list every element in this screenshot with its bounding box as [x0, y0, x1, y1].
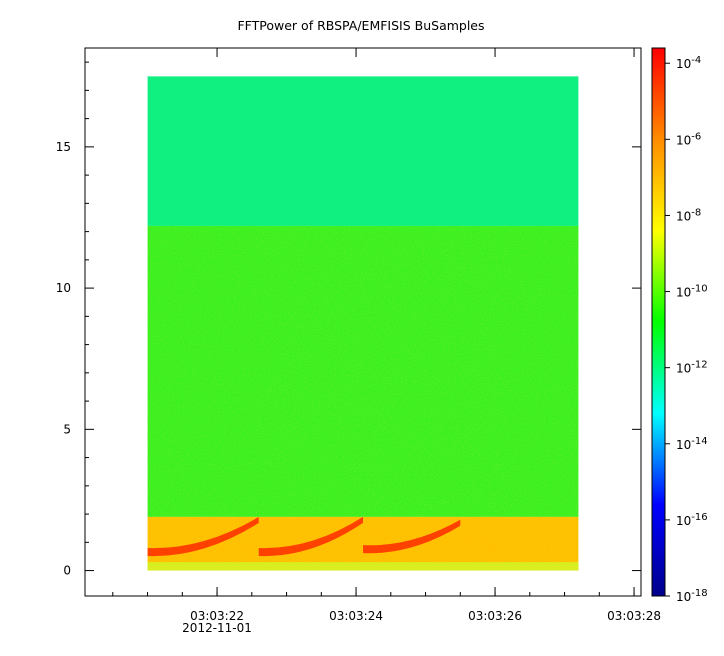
colorbar-tick-label-2: 10-8	[676, 207, 701, 223]
y-tick-label-0: 0	[63, 564, 71, 578]
x-tick-label-1: 03:03:24	[329, 609, 383, 623]
chorus-element-1	[258, 516, 363, 557]
chart-title: FFTPower of RBSPA/EMFISIS BuSamples	[237, 18, 484, 33]
colorbar-tick-label-4: 10-12	[676, 360, 708, 376]
chorus-element-0	[147, 516, 259, 557]
x-tick-label-3: 03:03:28	[607, 609, 661, 623]
colorbar-tick-label-0: 10-4	[676, 55, 701, 71]
spectrum-region-0	[147, 76, 579, 226]
colorbar-axis: 10-4 10-6 10-8 10-10 10-12 10-14 10-16 10-18	[665, 55, 708, 604]
noise-texture	[147, 225, 579, 571]
x-tick-label-2: 03:03:26	[468, 609, 522, 623]
colorbar-tick-label-1: 10-6	[676, 131, 701, 147]
y-tick-label-2: 10	[56, 281, 71, 295]
y-tick-label-3: 15	[56, 140, 71, 154]
x-date-label: 2012-11-01	[182, 621, 252, 635]
x-axis: 03:03:22 03:03:24 03:03:26 03:03:28 2012-11-…	[112, 48, 661, 635]
heatmap-layer	[147, 76, 579, 571]
colorbar-tick-label-7: 10-18	[676, 588, 708, 604]
colorbar-tick-label-6: 10-16	[676, 512, 708, 528]
low-frequency-band	[147, 562, 579, 571]
colorbar	[651, 47, 666, 597]
y-axis: 0 5 10 15	[56, 61, 641, 578]
x-tick-label-0: 03:03:22	[190, 609, 244, 623]
colorbar-tick-label-3: 10-10	[676, 284, 708, 300]
y-tick-label-1: 5	[63, 422, 71, 436]
chorus-element-2	[363, 519, 461, 554]
colorbar-tick-label-5: 10-14	[676, 436, 708, 452]
